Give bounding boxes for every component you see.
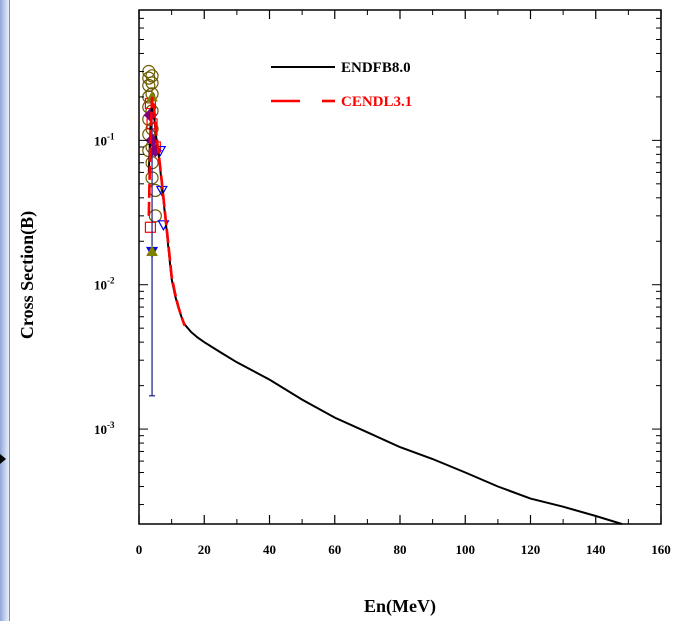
resize-arrow-icon <box>0 454 6 464</box>
x-tick-label: 140 <box>586 542 606 557</box>
x-tick-label: 60 <box>328 542 341 557</box>
exp-point-circle <box>145 76 159 90</box>
series-line-cendl <box>147 96 186 327</box>
y-tick-label: 10-1 <box>94 131 115 148</box>
y-axis-label: Cross Section(B) <box>17 211 38 339</box>
x-tick-label: 100 <box>456 542 476 557</box>
x-tick-label: 40 <box>263 542 276 557</box>
axis-ticks: 0 20 40 60 80 100 120 140 160 10-1 10-2 10-3 <box>94 9 671 557</box>
y-tick-label: 10-3 <box>94 420 115 437</box>
y-tick-label: 10-2 <box>94 276 115 293</box>
legend-label-endfb: ENDFB8.0 <box>341 60 411 76</box>
x-tick-label: 20 <box>198 542 211 557</box>
legend-label-cendl: CENDL3.1 <box>341 94 412 110</box>
legend: ENDFB8.0 CENDL3.1 <box>271 60 412 110</box>
x-axis-label: En(MeV) <box>364 596 436 617</box>
exp-point-square <box>144 221 157 233</box>
x-tick-label: 0 <box>136 542 143 557</box>
series-line-endfb <box>147 103 623 525</box>
x-tick-label: 120 <box>521 542 541 557</box>
exp-point-triangle-up <box>146 245 158 256</box>
window-edge <box>0 0 10 621</box>
x-tick-label: 160 <box>651 542 671 557</box>
exp-point-circle <box>148 209 162 223</box>
exp-point-circle <box>145 69 159 83</box>
evaluated-curves <box>147 96 623 525</box>
x-tick-label: 80 <box>394 542 407 557</box>
